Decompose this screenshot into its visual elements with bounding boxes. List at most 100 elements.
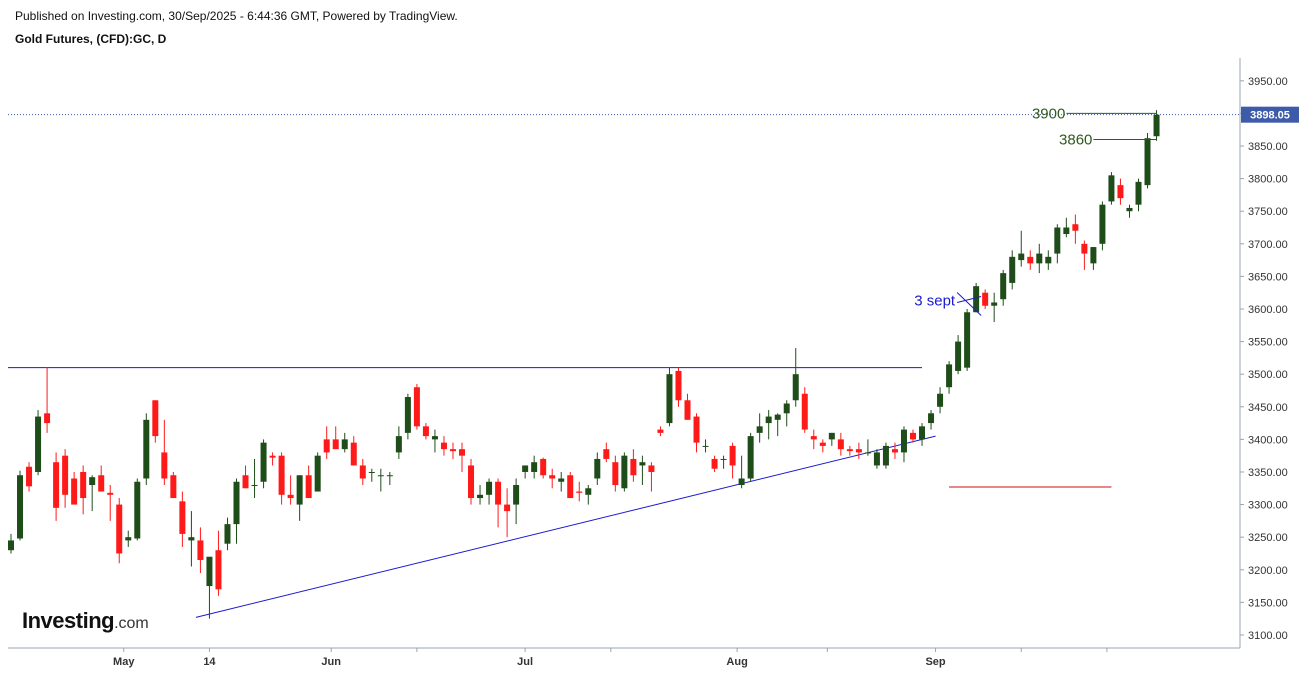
investing-logo: Investing.com <box>22 608 149 634</box>
candle <box>576 481 583 502</box>
y-tick-label: 3750.00 <box>1248 206 1288 218</box>
candle-body <box>1135 181 1142 205</box>
candle <box>314 452 321 492</box>
candle-body <box>62 455 69 495</box>
y-tick-label: 3450.00 <box>1248 402 1288 414</box>
candle <box>332 426 339 450</box>
candle-body <box>711 458 718 469</box>
candle-body <box>287 494 294 499</box>
y-tick-label: 3700.00 <box>1248 239 1288 251</box>
candle-body <box>440 442 447 450</box>
candle-body <box>341 439 348 450</box>
candle <box>233 478 240 544</box>
candle <box>197 527 204 574</box>
candle-body <box>783 403 790 414</box>
candle <box>35 410 42 476</box>
candle-body <box>278 455 285 495</box>
candle-body <box>495 481 502 505</box>
y-tick-label: 3650.00 <box>1248 271 1288 283</box>
candle <box>62 449 69 508</box>
candle <box>1063 217 1070 238</box>
y-tick-label: 3600.00 <box>1248 304 1288 316</box>
candle <box>531 455 538 479</box>
candle-body <box>837 439 844 450</box>
candle-body <box>125 537 132 541</box>
y-tick-label: 3250.00 <box>1248 532 1288 544</box>
candle <box>585 485 592 505</box>
candle <box>44 367 51 433</box>
candle-body <box>603 449 610 459</box>
candle <box>188 511 195 567</box>
last-price-value: 3898.05 <box>1250 110 1290 122</box>
y-tick-label: 3400.00 <box>1248 434 1288 446</box>
candle-body <box>973 286 980 313</box>
annotations: 3900 3860 3 sept <box>914 105 1157 316</box>
candle-body <box>35 416 42 472</box>
candle <box>567 471 574 499</box>
y-tick-label: 3950.00 <box>1248 76 1288 88</box>
candle-body <box>747 436 754 479</box>
candle-body <box>486 481 493 495</box>
candle-body <box>314 455 321 492</box>
candle <box>946 361 953 394</box>
candle <box>738 455 745 489</box>
candle-body <box>233 481 240 525</box>
candle-body <box>964 312 971 368</box>
candle <box>8 533 14 554</box>
candle-body <box>675 370 682 401</box>
candle-body <box>71 478 78 505</box>
candle-body <box>98 475 105 492</box>
candle <box>982 289 989 309</box>
candle-body <box>1054 227 1061 254</box>
logo-brand: Investing <box>22 608 115 633</box>
candle <box>477 485 484 505</box>
candle <box>224 517 231 551</box>
candle <box>964 308 971 371</box>
candle <box>594 452 601 486</box>
candle <box>630 449 637 482</box>
y-tick-label: 3850.00 <box>1248 141 1288 153</box>
candle-body <box>449 449 456 452</box>
candle-body <box>305 475 312 499</box>
candle-body <box>179 501 186 534</box>
candle <box>161 419 168 486</box>
y-tick-label: 3350.00 <box>1248 467 1288 479</box>
symbol-title: Gold Futures, (CFD):GC, D <box>15 32 167 46</box>
candle <box>675 367 682 407</box>
candle <box>810 429 817 450</box>
candle-body <box>873 452 880 466</box>
candle-body <box>143 419 150 479</box>
x-tick-label: Aug <box>726 656 747 668</box>
x-tick-label: Jul <box>517 656 533 668</box>
candle-body <box>1144 138 1151 186</box>
candle <box>928 410 935 430</box>
candle <box>98 465 105 492</box>
candle <box>125 530 132 547</box>
x-tick-label: Jun <box>321 656 341 668</box>
candle-body <box>891 449 898 453</box>
candle <box>1099 201 1106 251</box>
candle-body <box>522 465 529 472</box>
candle <box>116 498 123 564</box>
candle <box>386 471 393 486</box>
candle-body <box>1027 256 1034 264</box>
candle-body <box>1000 273 1007 300</box>
candle-body <box>8 540 14 551</box>
candle-body <box>1117 185 1124 199</box>
candle <box>170 471 177 499</box>
candle <box>53 452 60 521</box>
candle <box>900 426 907 463</box>
candle <box>413 383 420 430</box>
candle <box>215 530 222 596</box>
date-annotation: 3 sept <box>914 293 956 310</box>
candle-body <box>152 400 159 437</box>
y-tick-label: 3200.00 <box>1248 565 1288 577</box>
candle-body <box>386 475 393 477</box>
candle <box>549 468 556 489</box>
candle-body <box>89 477 96 486</box>
candle-body <box>468 465 475 499</box>
candle-body <box>80 471 87 499</box>
candle-body <box>404 397 411 433</box>
candle <box>720 455 727 469</box>
candle-body <box>774 414 781 420</box>
